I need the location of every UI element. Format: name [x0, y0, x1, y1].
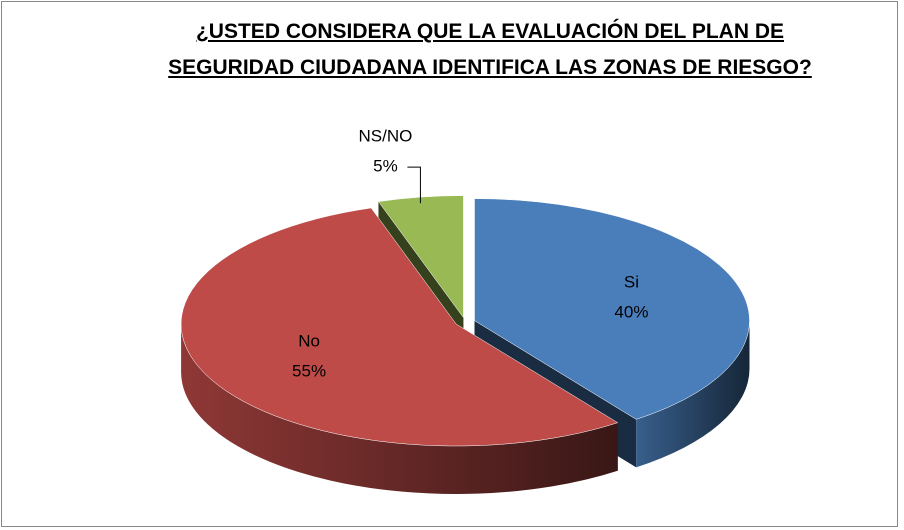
category-label: NS/NO: [358, 127, 412, 146]
slice-side: [181, 324, 618, 495]
leader-line: [407, 166, 421, 204]
value-label: 5%: [373, 157, 398, 176]
value-label: 55%: [292, 362, 326, 381]
value-label: 40%: [614, 302, 648, 321]
slice: [180, 207, 619, 447]
category-label: Si: [624, 272, 639, 291]
category-label: No: [298, 332, 320, 351]
slice: [474, 198, 750, 420]
slice-side: [636, 320, 750, 468]
chart-title: ¿USTED CONSIDERA QUE LA EVALUACIÓN DEL P…: [168, 20, 812, 79]
